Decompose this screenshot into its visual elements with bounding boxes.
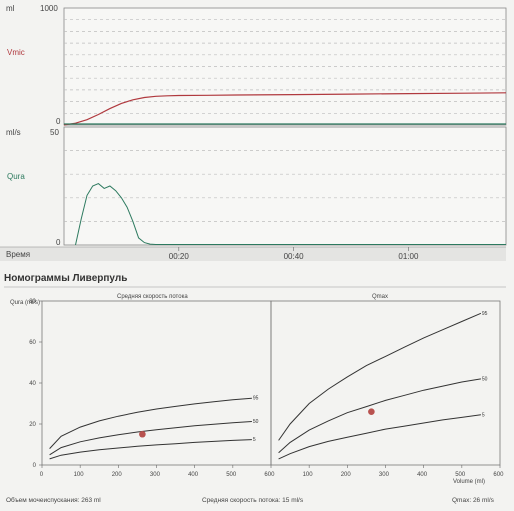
x-tick-label: 200 [341,472,352,478]
flow-panel-frame [63,126,507,246]
percentile-label-95: 95 [482,311,488,317]
percentile-label-50: 50 [482,376,488,382]
percentile-curve-95 [278,312,482,441]
flow-panel: ml/s 50 0 Qura [6,126,507,247]
x-tick-label: 200 [112,472,123,478]
nomogram-avg-flow: Средняя скорость потока Qura (ml/s) 0 100… [10,294,275,478]
volume-panel: ml 1000 0 Vmic [6,4,507,126]
footer: Объем мочеиспускания: 263 ml Средняя ско… [6,496,495,504]
percentile-curve-50 [278,378,481,454]
x-tick-label: 100 [74,472,85,478]
patient-point [139,430,146,438]
percentile-label-5: 5 [253,437,256,443]
vmic-label: Vmic [7,48,25,57]
x-tick-label: 600 [264,472,275,478]
patient-point [368,408,375,416]
volume-ymax: 1000 [40,4,58,13]
percentile-label-95: 95 [253,396,259,402]
volume-ymin: 0 [56,117,61,126]
percentile-curve-50 [49,421,252,456]
nomogram-ylabel: Qura (ml/s) [10,300,40,306]
time-label: Время [6,250,30,259]
time-tick-label: 01:00 [398,252,419,261]
flow-ymax: 50 [50,128,59,137]
percentile-curve-5 [278,414,481,460]
x-tick-label: 300 [150,472,161,478]
time-tick-label: 00:40 [284,252,305,261]
y-tick-label: 0 [33,463,37,469]
percentile-label-50: 50 [253,419,259,425]
x-tick-label: 400 [417,472,428,478]
volume-unit: ml [6,4,15,13]
nomogram-title: Номограммы Ливерпуль [4,273,127,284]
percentile-label-5: 5 [482,412,485,418]
x-tick-label: 100 [303,472,314,478]
x-tick-label: 0 [40,472,44,478]
percentile-curve-95 [49,397,252,449]
x-tick-label: 300 [379,472,390,478]
footer-voided-volume: Объем мочеиспускания: 263 ml [6,496,101,504]
vmic-series-line [63,92,507,126]
y-tick-label: 40 [29,381,36,387]
avg-flow-title: Средняя скорость потока [117,294,188,300]
time-axis: Время 00:20 00:40 01:00 [0,246,506,261]
y-tick-label: 80 [29,299,36,305]
footer-avg-flow: Средняя скорость потока: 15 ml/s [202,497,304,504]
y-tick-label: 20 [29,422,36,428]
qura-label: Qura [7,172,25,181]
qmax-title: Qmax [372,294,388,300]
flow-unit: ml/s [6,128,21,137]
flow-ymin: 0 [56,238,61,247]
x-tick-label: 500 [455,472,466,478]
y-tick-label: 60 [29,340,36,346]
nomogram-qmax: Qmax Volume (ml) 100 200 300 400 500 600 95 50 5 [270,294,504,485]
x-tick-label: 600 [493,472,504,478]
time-tick-label: 00:20 [169,252,190,261]
time-axis-bar [0,247,506,261]
percentile-curve-5 [49,439,252,460]
footer-qmax: Qmax: 26 ml/s [452,497,495,504]
x-tick-label: 500 [226,472,237,478]
volume-xlabel: Volume (ml) [453,479,485,485]
qmax-frame [270,300,501,466]
qura-series-line [75,183,506,246]
x-tick-label: 400 [188,472,199,478]
